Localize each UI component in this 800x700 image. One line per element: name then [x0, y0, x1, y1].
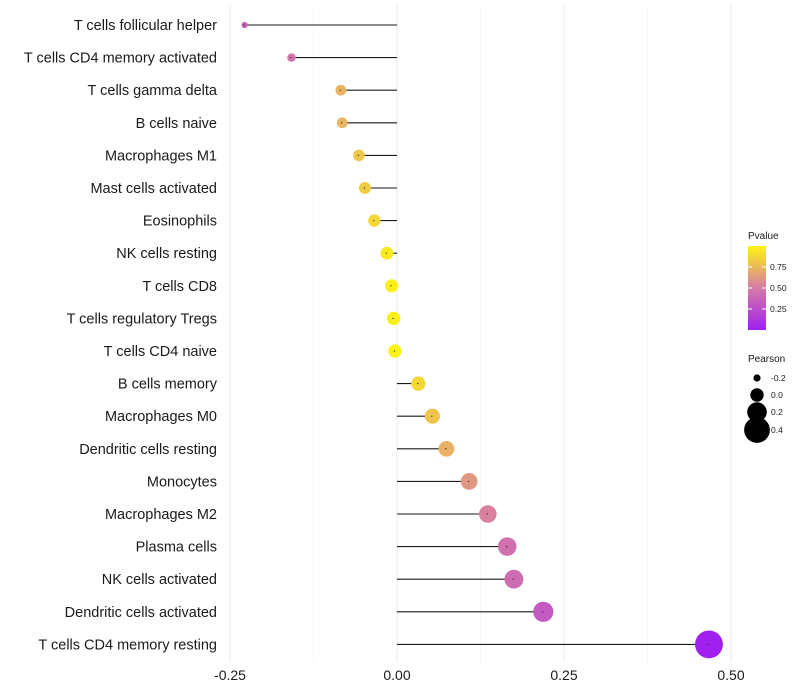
category-label: T cells follicular helper — [74, 18, 217, 34]
category-label: T cells CD4 naive — [104, 344, 217, 360]
pvalue-legend-title: Pvalue — [748, 231, 779, 242]
x-axis: -0.25 0.00 0.25 0.50 — [214, 667, 745, 683]
category-labels: T cells follicular helper T cells CD4 mem… — [24, 18, 218, 653]
category-label: T cells CD4 memory activated — [24, 51, 217, 67]
category-label: B cells memory — [118, 377, 218, 393]
lollipop-stems — [244, 24, 709, 645]
category-label: Dendritic cells resting — [79, 442, 217, 458]
category-label: T cells gamma delta — [88, 83, 218, 99]
pearson-legend-key — [753, 374, 761, 382]
colorbar-tick-label: 0.75 — [770, 262, 787, 272]
category-label: T cells CD4 memory resting — [38, 637, 217, 653]
pearson-legend-label: 0.0 — [771, 390, 783, 400]
lollipop-points — [241, 21, 723, 659]
category-label: T cells regulatory Tregs — [67, 311, 217, 327]
x-tick-label: 0.50 — [717, 667, 744, 683]
pearson-legend: Pearson -0.2 0.0 0.2 0.4 — [744, 354, 786, 443]
pearson-legend-label: 0.2 — [771, 407, 783, 417]
pearson-legend-title: Pearson — [748, 354, 785, 365]
pearson-legend-label: -0.2 — [771, 373, 786, 383]
category-label: Dendritic cells activated — [65, 605, 217, 621]
category-label: Mast cells activated — [90, 181, 217, 197]
colorbar-tick-label: 0.50 — [770, 283, 787, 293]
category-label: Macrophages M1 — [105, 148, 217, 164]
pearson-legend-label: 0.4 — [771, 425, 783, 435]
pvalue-legend: Pvalue 0.75 0.50 0.25 — [748, 231, 787, 330]
pearson-legend-key — [747, 402, 767, 422]
category-label: Plasma cells — [136, 540, 217, 556]
x-tick-label: 0.25 — [550, 667, 577, 683]
pearson-legend-key — [750, 388, 764, 402]
x-tick-label: -0.25 — [214, 667, 246, 683]
category-label: B cells naive — [136, 116, 217, 132]
category-label: Eosinophils — [143, 214, 217, 230]
grid — [229, 5, 732, 662]
category-label: NK cells activated — [102, 572, 217, 588]
category-label: Macrophages M2 — [105, 507, 217, 523]
category-label: Monocytes — [147, 474, 217, 490]
category-label: Macrophages M0 — [105, 409, 217, 425]
category-label: NK cells resting — [116, 246, 217, 262]
pvalue-colorbar — [748, 246, 766, 330]
category-label: T cells CD8 — [142, 279, 217, 295]
x-tick-label: 0.00 — [383, 667, 410, 683]
pearson-legend-key — [744, 417, 770, 443]
colorbar-tick-label: 0.25 — [770, 304, 787, 314]
lollipop-point — [695, 630, 723, 659]
